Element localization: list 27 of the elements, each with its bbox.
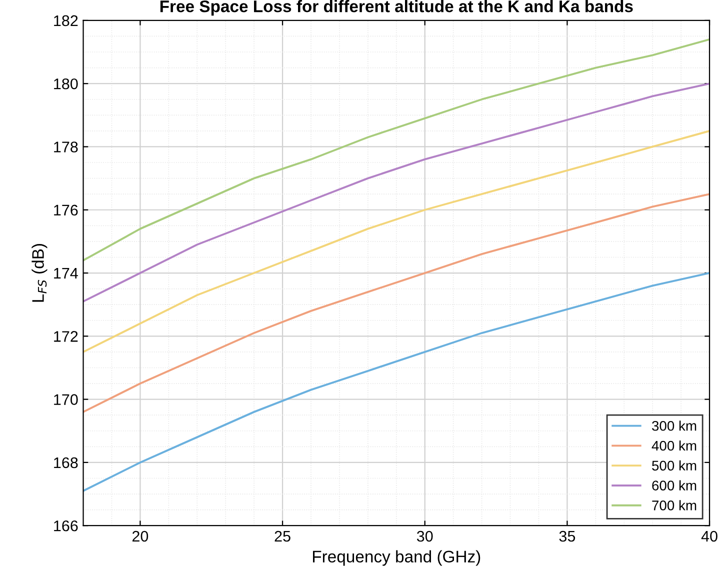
y-tick-label: 180 xyxy=(54,78,78,90)
x-tick-label: 40 xyxy=(701,530,718,542)
legend-label: 300 km xyxy=(652,420,696,431)
line-series xyxy=(83,82,710,302)
y-tick-label: 166 xyxy=(54,520,78,532)
line-series xyxy=(83,193,710,413)
legend-label: 400 km xyxy=(652,440,696,451)
legend-label: 700 km xyxy=(652,500,696,510)
y-tick-label: 170 xyxy=(54,394,78,405)
line-series xyxy=(83,272,710,492)
y-tick-label: 176 xyxy=(54,204,78,216)
line-series xyxy=(83,38,710,262)
y-tick-label: 174 xyxy=(54,268,78,279)
y-tick-label: 178 xyxy=(54,142,78,152)
x-tick-label: 20 xyxy=(132,530,148,542)
x-tick-label: 30 xyxy=(416,530,433,542)
y-tick-label: 172 xyxy=(54,331,78,342)
y-axis-title: L$_{FS}$ (dB) xyxy=(32,244,48,302)
legend-label: 600 km xyxy=(652,480,696,490)
chart-title: Free Space Loss for different altitude at the K and Ka bands xyxy=(160,0,633,16)
y-tick-label: 182 xyxy=(54,15,78,26)
legend-label: 500 km xyxy=(652,460,696,471)
x-axis-title: Frequency band (GHz) xyxy=(313,550,480,566)
x-tick-label: 35 xyxy=(559,530,576,542)
line-series xyxy=(83,130,710,353)
x-tick-label: 25 xyxy=(274,530,290,542)
y-tick-label: 168 xyxy=(54,457,78,468)
